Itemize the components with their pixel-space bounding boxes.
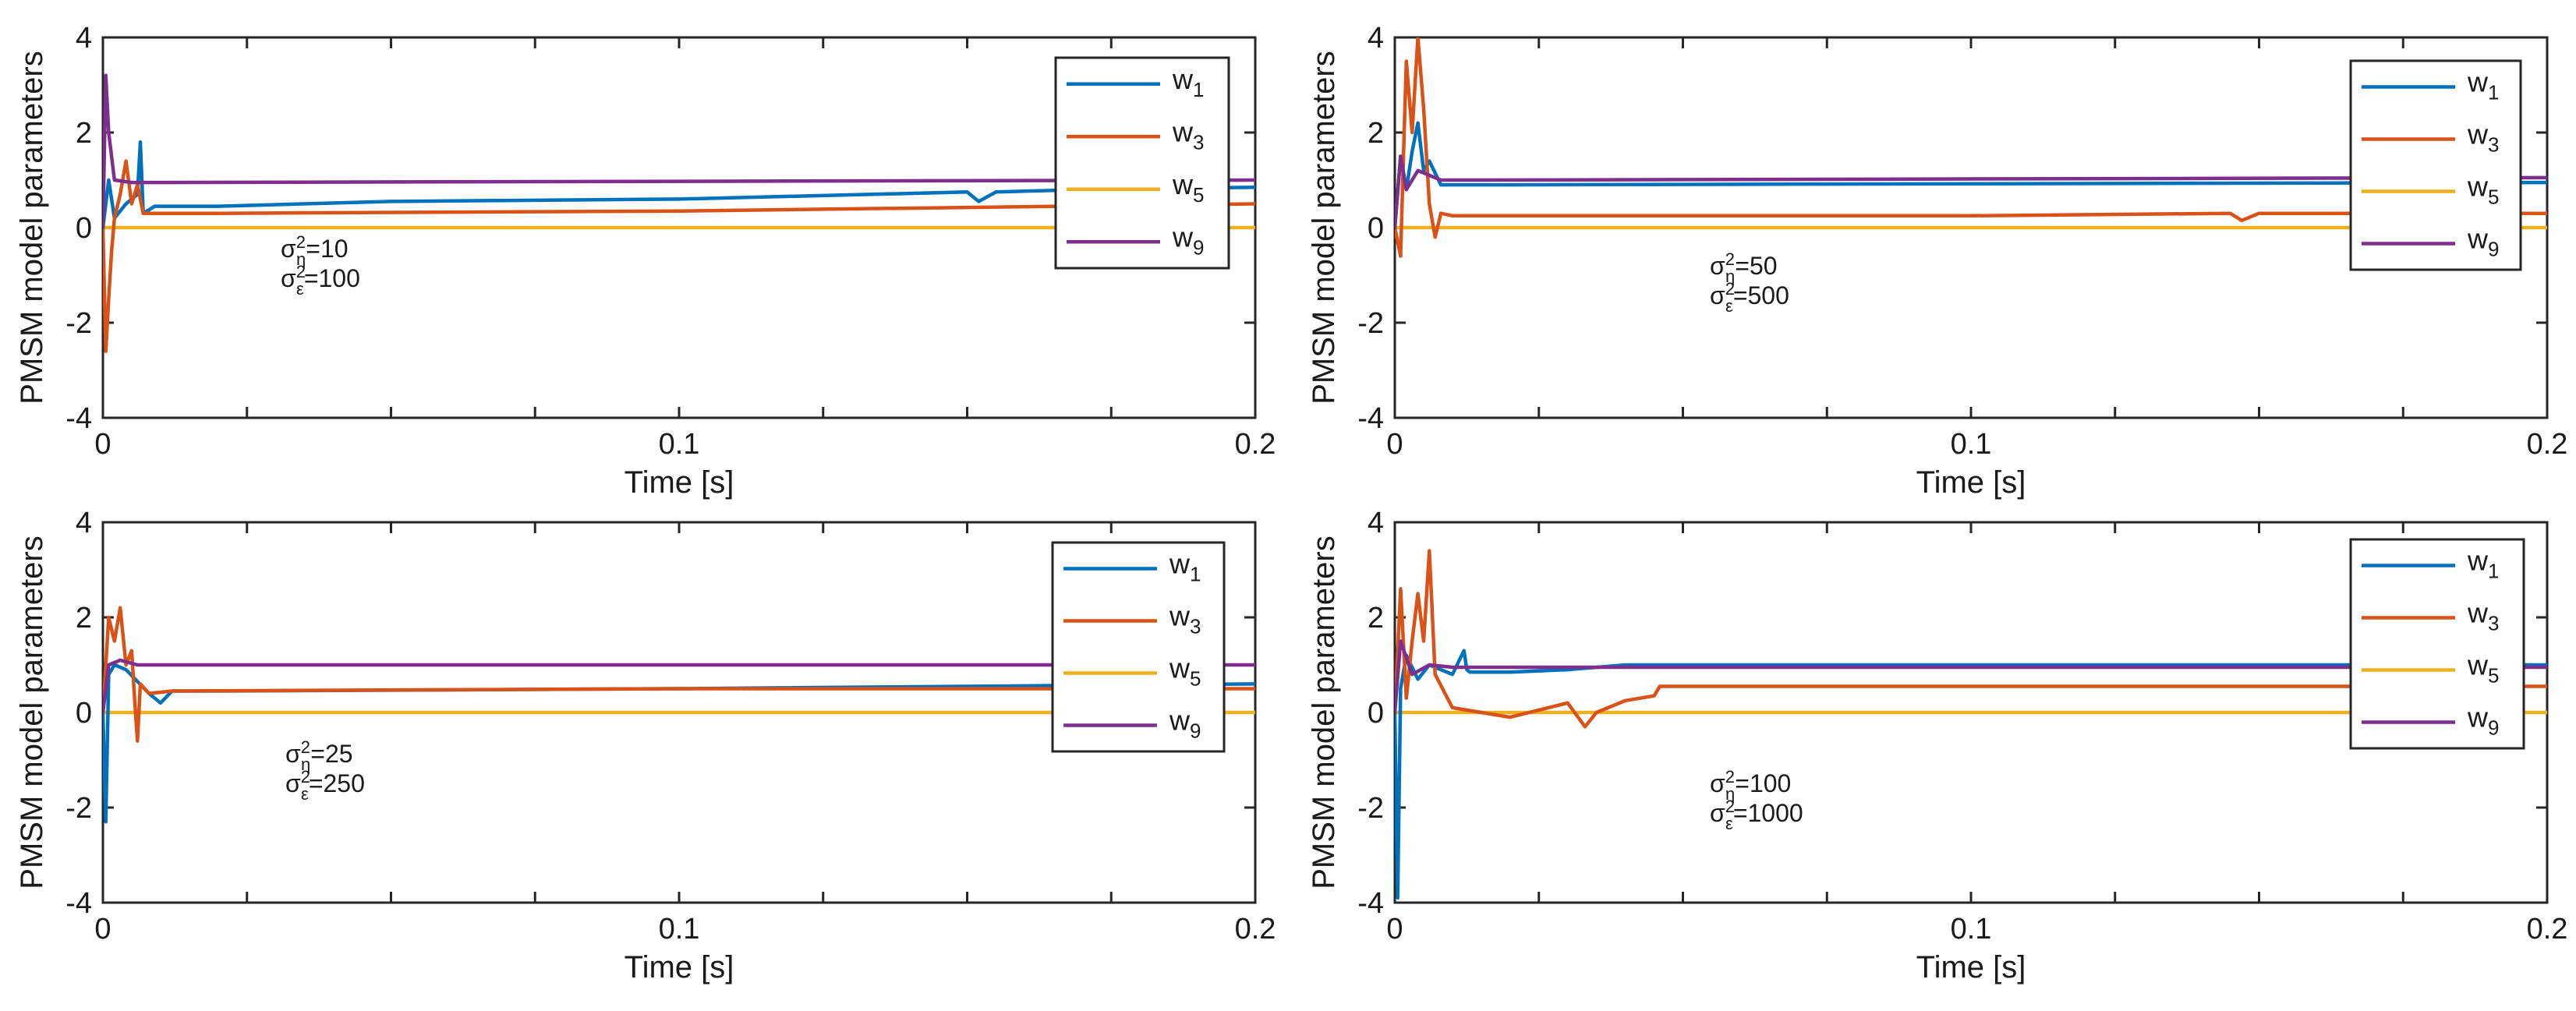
x-tick-label: 0	[94, 428, 111, 461]
x-axis-label: Time [s]	[1916, 465, 2026, 500]
x-tick-label: 0.1	[1951, 913, 1992, 946]
y-axis-label: PMSM model parameters	[15, 536, 49, 889]
y-tick-label: -4	[1357, 402, 1384, 435]
y-tick-label: -2	[1357, 792, 1384, 825]
y-tick-label: 0	[76, 212, 92, 245]
series-line-w9	[1395, 639, 2547, 715]
y-tick-label: -2	[65, 792, 92, 825]
legend-box	[1054, 56, 1230, 270]
series-line-w3	[1395, 549, 2547, 729]
y-tick-label: 4	[76, 507, 92, 539]
legend-entry-w5: w5	[2467, 649, 2499, 688]
x-tick-label: 0.2	[2527, 428, 2568, 461]
x-axis-label: Time [s]	[625, 950, 734, 984]
x-tick-label: 0.2	[2527, 913, 2568, 946]
x-tick-label: 0.2	[1235, 428, 1276, 461]
legend-box	[2349, 59, 2522, 271]
y-tick-label: -4	[65, 402, 92, 435]
y-tick-label: 4	[1368, 507, 1384, 539]
legend-entry-w1: w1	[1169, 548, 1201, 586]
legend-entry-w1: w1	[2467, 66, 2499, 104]
y-tick-label: -2	[1357, 307, 1384, 340]
y-tick-label: 2	[1368, 602, 1384, 635]
series-line-w3	[103, 606, 1255, 743]
chart-panel-1: 0 0.1 0.2 -4 -2 0 2 4 Time [s] PMSM model paramet…	[15, 22, 1276, 500]
series-line-w1	[1395, 649, 2547, 900]
chart-panel-2: 0 0.1 0.2 -4 -2 0 2 4 Time [s] PMSM model paramet…	[1307, 22, 2567, 500]
y-axis-label: PMSM model parameters	[1307, 536, 1341, 889]
y-tick-label: -2	[65, 307, 92, 340]
x-axis-label: Time [s]	[1916, 950, 2026, 984]
series-line-w9	[103, 73, 1255, 230]
x-tick-label: 0.2	[1235, 913, 1276, 946]
y-tick-label: 0	[1368, 697, 1384, 730]
series-line-w9	[103, 658, 1255, 715]
x-tick-label: 0	[94, 913, 111, 946]
legend-entry-w5: w5	[2467, 171, 2499, 209]
y-tick-label: -4	[1357, 887, 1384, 920]
y-tick-label: 0	[1368, 212, 1384, 245]
y-tick-label: 2	[76, 602, 92, 635]
chart-panel-3: 0 0.1 0.2 -4 -2 0 2 4 Time [s] PMSM model paramet…	[15, 507, 1276, 984]
legend-entry-w9: w9	[2467, 702, 2499, 740]
series-line-w1	[103, 140, 1255, 230]
x-axis-label: Time [s]	[625, 465, 734, 500]
y-tick-label: 2	[1368, 117, 1384, 150]
y-axis-label: PMSM model parameters	[15, 51, 49, 404]
y-axis-label: PMSM model parameters	[1307, 51, 1341, 404]
series-line-w9	[1395, 154, 2547, 230]
chart-panel-4: 0 0.1 0.2 -4 -2 0 2 4 Time [s] PMSM model paramet…	[1307, 507, 2567, 984]
legend-box	[1051, 541, 1226, 753]
series-line-w3	[1395, 37, 2547, 258]
x-tick-label: 0	[1386, 913, 1403, 946]
y-tick-label: -4	[65, 887, 92, 920]
legend-entry-w3: w3	[2467, 118, 2499, 157]
x-tick-label: 0.1	[659, 428, 700, 461]
y-tick-label: 0	[76, 697, 92, 730]
y-tick-label: 4	[1368, 22, 1384, 55]
legend-entry-w9: w9	[2467, 223, 2499, 261]
legend-box	[2349, 538, 2525, 750]
x-tick-label: 0.1	[1951, 428, 1992, 461]
x-tick-label: 0.1	[659, 913, 700, 946]
y-tick-label: 2	[76, 117, 92, 150]
y-tick-label: 4	[76, 22, 92, 55]
x-tick-label: 0	[1386, 428, 1403, 461]
